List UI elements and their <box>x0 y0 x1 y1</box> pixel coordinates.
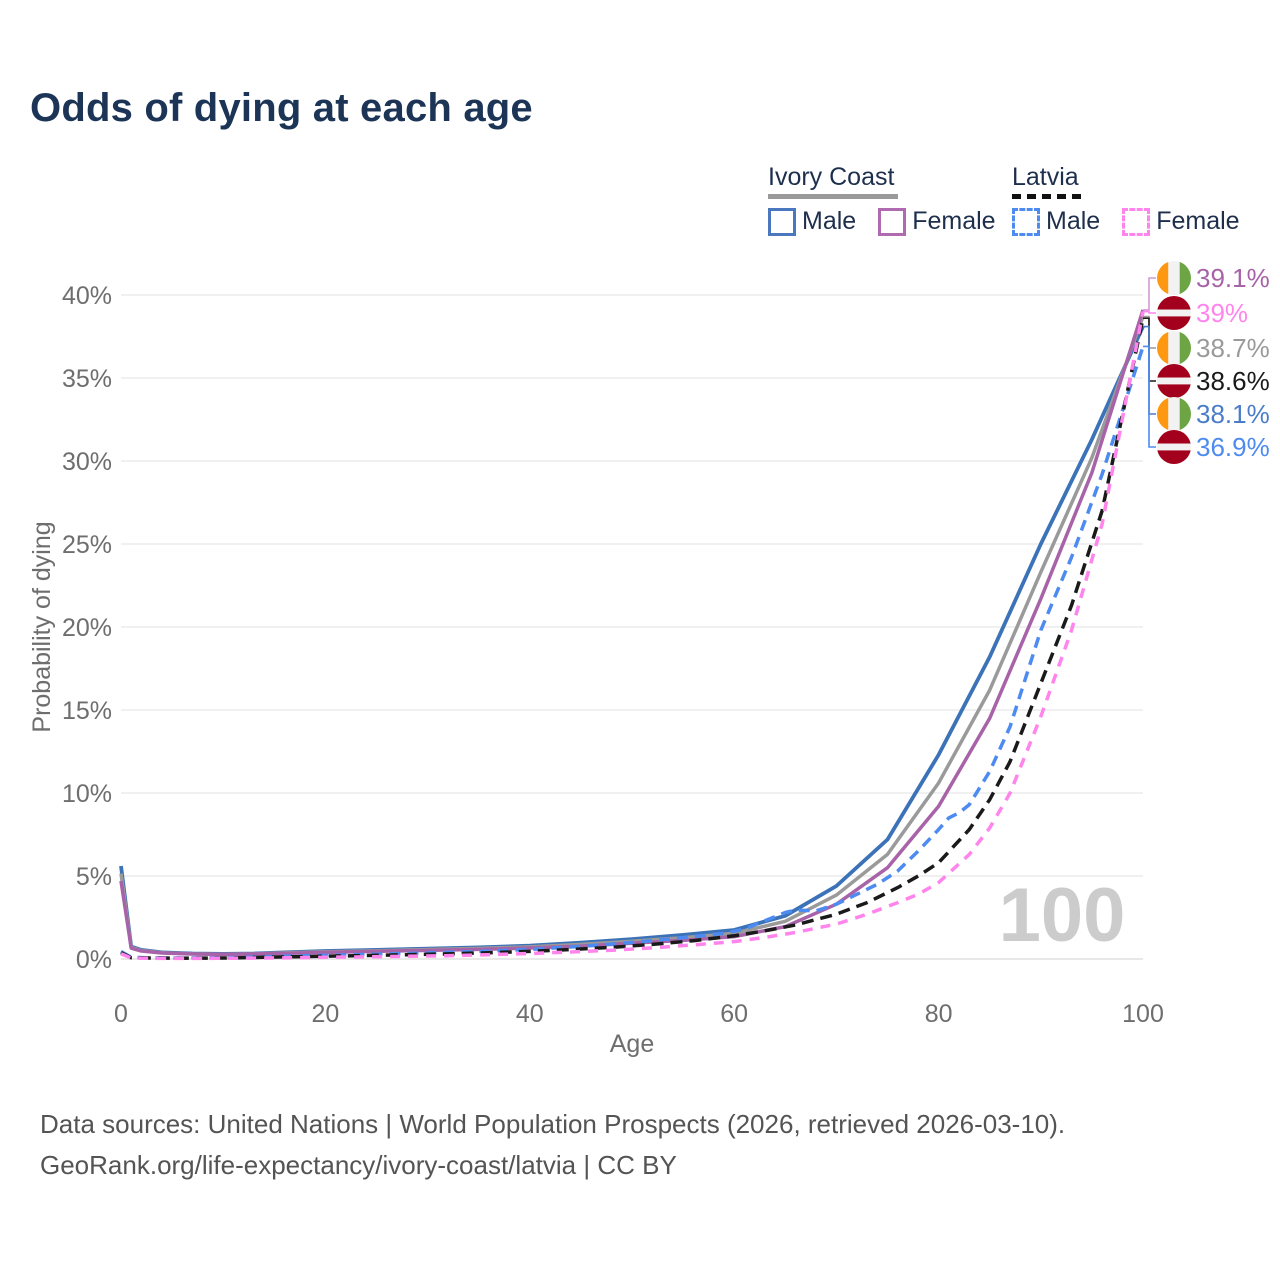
series-line-ivory-coast-female[interactable] <box>119 309 1145 957</box>
page-title: Odds of dying at each age <box>30 86 533 130</box>
legend-group-latvia: Latvia Male Female <box>1012 164 1240 236</box>
y-axis-title: Probability of dying <box>28 521 56 732</box>
x-tick-label: 100 <box>1122 1000 1164 1028</box>
legend-group-ivory-coast: Ivory Coast Male Female <box>768 164 996 236</box>
end-value-label: 39.1% <box>1196 263 1270 293</box>
flag-ivory-coast-icon <box>1157 331 1191 365</box>
end-value-label: 38.1% <box>1196 399 1270 429</box>
footer-attribution: GeoRank.org/life-expectancy/ivory-coast/… <box>40 1150 677 1180</box>
legend-label: Female <box>912 207 996 235</box>
y-tick-label: 10% <box>62 780 112 808</box>
mortality-line-chart: 0% 5% 10% 15% 20% 25% 30% 35% 40% 0 20 40 60 80 100 Age… <box>28 261 1270 1058</box>
flag-latvia-icon <box>1157 430 1191 464</box>
x-tick-label: 0 <box>114 1000 128 1028</box>
y-tick-label: 5% <box>76 863 112 891</box>
y-tick-label: 0% <box>76 946 112 974</box>
legend-item-latvia-female[interactable]: Female <box>1122 207 1240 236</box>
x-tick-label: 20 <box>311 1000 339 1028</box>
legend-label: Female <box>1156 207 1240 235</box>
legend-item-latvia-male[interactable]: Male <box>1012 207 1100 236</box>
flag-ivory-coast-icon <box>1157 261 1191 295</box>
x-tick-label: 60 <box>720 1000 748 1028</box>
y-tick-label: 20% <box>62 614 112 642</box>
flag-latvia-icon <box>1157 296 1191 330</box>
legend-item-ivory-coast-male[interactable]: Male <box>768 207 856 236</box>
legend-label: Male <box>802 207 857 235</box>
legend-heading-latvia: Latvia <box>1012 163 1079 191</box>
legend-underline-dashed <box>1012 194 1084 199</box>
x-tick-label: 40 <box>516 1000 544 1028</box>
x-axis-title: Age <box>610 1030 654 1058</box>
legend-swatch-dashed-female-icon <box>1122 207 1151 236</box>
end-label-leader <box>1143 277 1156 311</box>
end-value-label: 38.7% <box>1196 333 1270 363</box>
footer-data-sources: Data sources: United Nations | World Pop… <box>40 1109 1066 1139</box>
legend-row: Male Female <box>768 207 996 236</box>
legend-swatch-solid-female-icon <box>878 207 907 236</box>
y-tick-label: 40% <box>62 282 112 310</box>
legend-heading-ivory-coast: Ivory Coast <box>768 163 895 191</box>
end-value-label: 39% <box>1196 298 1248 328</box>
footer: Data sources: United Nations | World Pop… <box>40 1104 1065 1186</box>
end-value-label: 36.9% <box>1196 432 1270 462</box>
legend-swatch-dashed-male-icon <box>1012 207 1040 236</box>
legend-item-ivory-coast-female[interactable]: Female <box>878 207 996 236</box>
legend-label: Male <box>1046 207 1101 235</box>
y-tick-label: 35% <box>62 365 112 393</box>
series-line-ivory-coast-both[interactable] <box>119 316 1145 956</box>
end-label-leader <box>1143 345 1156 448</box>
legend-swatch-solid-male-icon <box>768 207 796 236</box>
legend-row: Male Female <box>1012 207 1240 236</box>
flag-ivory-coast-icon <box>1157 397 1191 431</box>
series-line-latvia-male[interactable] <box>120 345 1145 960</box>
series-line-latvia-female[interactable] <box>120 311 1145 961</box>
series-line-ivory-coast-male[interactable] <box>119 325 1145 956</box>
series-line-latvia-both[interactable] <box>120 317 1145 960</box>
flag-latvia-icon <box>1157 364 1191 398</box>
y-tick-label: 15% <box>62 697 112 725</box>
end-label-leader <box>1143 310 1156 314</box>
y-tick-label: 25% <box>62 531 112 559</box>
age-watermark: 100 <box>999 873 1126 958</box>
x-tick-label: 80 <box>925 1000 953 1028</box>
y-tick-label: 30% <box>62 448 112 476</box>
legend-underline-solid <box>768 194 898 199</box>
end-value-label: 38.6% <box>1196 366 1270 396</box>
